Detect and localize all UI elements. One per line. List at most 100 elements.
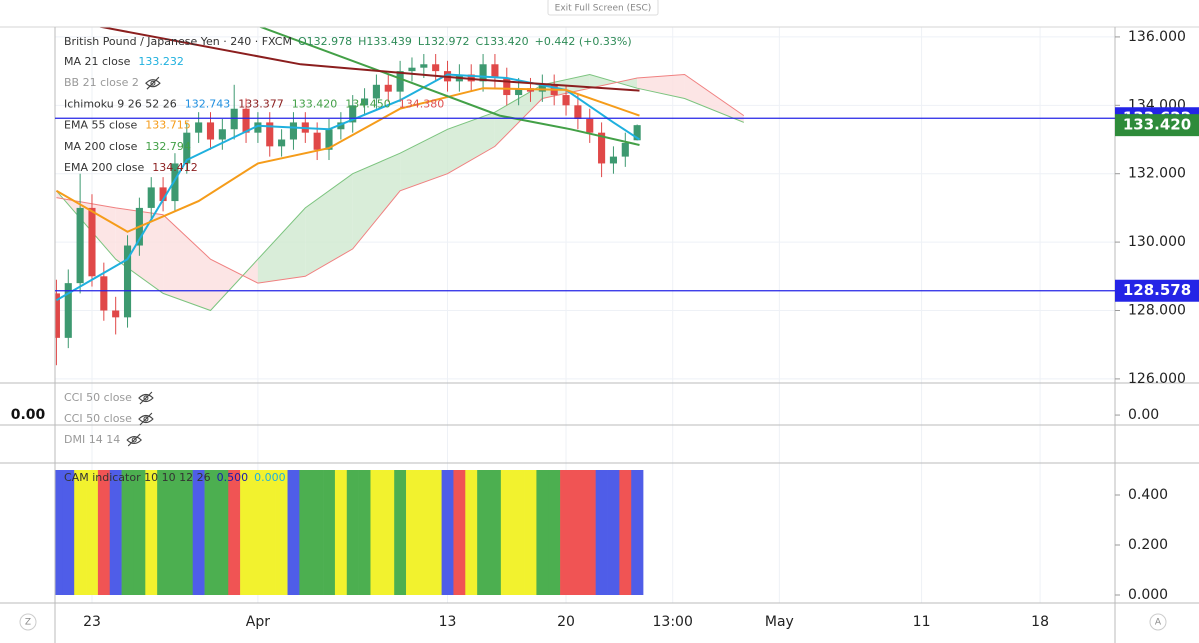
cloud-segment bbox=[352, 153, 401, 249]
cam-bar bbox=[406, 470, 419, 595]
pane-legend: DMI 14 14 bbox=[64, 433, 120, 446]
cam-bar bbox=[323, 470, 336, 595]
candle-body bbox=[289, 122, 298, 140]
candle-body bbox=[325, 129, 333, 150]
candle-body bbox=[609, 156, 617, 164]
cam-bar bbox=[548, 470, 561, 595]
candle-body bbox=[171, 163, 179, 202]
ohlc-value: C133.420 bbox=[476, 35, 529, 48]
indicator-legend: MA 21 close 133.232 bbox=[64, 55, 184, 68]
y-tick-label: 0.200 bbox=[1128, 537, 1168, 553]
cam-bar bbox=[512, 470, 525, 595]
last-price-box bbox=[1115, 114, 1199, 137]
candle-body bbox=[206, 122, 215, 140]
hidden-eye-pupil bbox=[150, 80, 156, 86]
cam-bar bbox=[62, 470, 75, 595]
exit-button-label[interactable]: Exit Full Screen (ESC) bbox=[555, 4, 652, 14]
indicator-name: EMA 55 close bbox=[64, 119, 138, 132]
ohlc-value: O132.978 bbox=[298, 35, 352, 48]
cam-bar bbox=[358, 470, 371, 595]
cloud-segment bbox=[637, 74, 685, 99]
candle-body bbox=[313, 132, 321, 150]
hidden-eye-icon bbox=[138, 391, 154, 405]
indicator-line bbox=[55, 73, 641, 302]
hidden-eye-icon bbox=[138, 412, 154, 426]
cam-bar bbox=[145, 470, 158, 595]
candle-body bbox=[538, 84, 546, 92]
cam-bar bbox=[477, 470, 490, 595]
hidden-eye-pupil bbox=[143, 395, 149, 401]
candle-body bbox=[361, 98, 369, 106]
exit-button[interactable] bbox=[547, 0, 659, 16]
candle-body bbox=[55, 293, 60, 338]
cam-bar bbox=[453, 470, 466, 595]
indicator-name: MA 200 close bbox=[64, 140, 138, 153]
indicator-line bbox=[259, 27, 640, 146]
cam-legend-name: CAM indicator 10 10 12 26 bbox=[64, 471, 211, 484]
last-price-label: 133.420 bbox=[1123, 116, 1191, 134]
x-tick-label: May bbox=[765, 614, 794, 630]
symbol-title: British Pound / Japanese Yen · 240 · FXC… bbox=[64, 35, 292, 48]
cam-bar bbox=[524, 470, 537, 595]
indicator-name: EMA 200 close bbox=[64, 161, 145, 174]
y-tick-label: 126.000 bbox=[1128, 371, 1186, 387]
candle-body bbox=[372, 84, 380, 99]
indicator-legend: MA 200 close 132.794 bbox=[64, 140, 191, 153]
candle-body bbox=[230, 108, 238, 130]
hidden-eye-icon bbox=[126, 433, 142, 447]
candle-body bbox=[420, 64, 428, 68]
indicator-value: 134.412 bbox=[152, 161, 198, 174]
x-tick-label: 23 bbox=[83, 614, 101, 630]
indicator-value: 134.450 bbox=[345, 97, 391, 110]
y-tick-label: 0.000 bbox=[1128, 587, 1168, 603]
scale-button-label[interactable]: A bbox=[1155, 618, 1162, 628]
cam-bar bbox=[192, 470, 205, 595]
cam-bar bbox=[334, 470, 348, 595]
cam-bar bbox=[169, 470, 182, 595]
candle-body bbox=[562, 95, 570, 106]
pane-legend-name: DMI 14 14 bbox=[64, 433, 120, 446]
indicator-value: 134.380 bbox=[399, 97, 445, 110]
cam-bar bbox=[228, 470, 241, 595]
ohlc-value: L132.972 bbox=[418, 35, 470, 48]
cloud-segment bbox=[447, 112, 495, 174]
x-tick-label: Apr bbox=[246, 614, 270, 630]
cam-bar bbox=[571, 470, 585, 595]
candle-body bbox=[384, 84, 392, 92]
candle-body bbox=[503, 77, 511, 96]
cloud-segment bbox=[305, 173, 353, 277]
y-tick-label: 132.000 bbox=[1128, 166, 1186, 182]
candle-body bbox=[633, 125, 641, 141]
scale-button[interactable] bbox=[1149, 613, 1167, 631]
pane-legend: CCI 50 close bbox=[64, 412, 132, 425]
candle-body bbox=[64, 283, 72, 338]
candle-body bbox=[242, 108, 250, 133]
candle-body bbox=[195, 122, 203, 133]
cloud-segment bbox=[257, 207, 306, 284]
cloud-segment bbox=[163, 214, 211, 311]
cam-bar bbox=[489, 470, 502, 595]
cam-bar bbox=[133, 470, 146, 595]
pane-legend-name: CCI 50 close bbox=[64, 391, 132, 404]
cam-bar bbox=[607, 470, 620, 595]
cam-bar bbox=[619, 470, 632, 595]
y-tick-label: 130.000 bbox=[1128, 234, 1186, 250]
cam-bar bbox=[500, 470, 514, 595]
ohlc-value: H133.439 bbox=[358, 35, 412, 48]
scale-button[interactable] bbox=[19, 613, 37, 631]
cam-bar bbox=[97, 470, 111, 595]
cam-bar bbox=[441, 470, 454, 595]
pane-legend-name: CCI 50 close bbox=[64, 412, 132, 425]
cam-legend: CAM indicator 10 10 12 26 0.500 0.000 bbox=[64, 471, 286, 484]
scale-button-label[interactable]: Z bbox=[25, 618, 31, 628]
candle-body bbox=[396, 71, 404, 92]
cam-bar bbox=[370, 470, 383, 595]
indicator-legend: BB 21 close 2 bbox=[64, 76, 139, 89]
cam-bar bbox=[394, 470, 407, 595]
x-tick-label: 13:00 bbox=[653, 614, 693, 630]
indicator-legend: EMA 55 close 133.715 bbox=[64, 119, 191, 132]
cam-bar bbox=[251, 470, 265, 595]
hidden-eye-pupil bbox=[131, 437, 137, 443]
cloud-segment bbox=[400, 129, 448, 191]
cam-bar bbox=[287, 470, 300, 595]
